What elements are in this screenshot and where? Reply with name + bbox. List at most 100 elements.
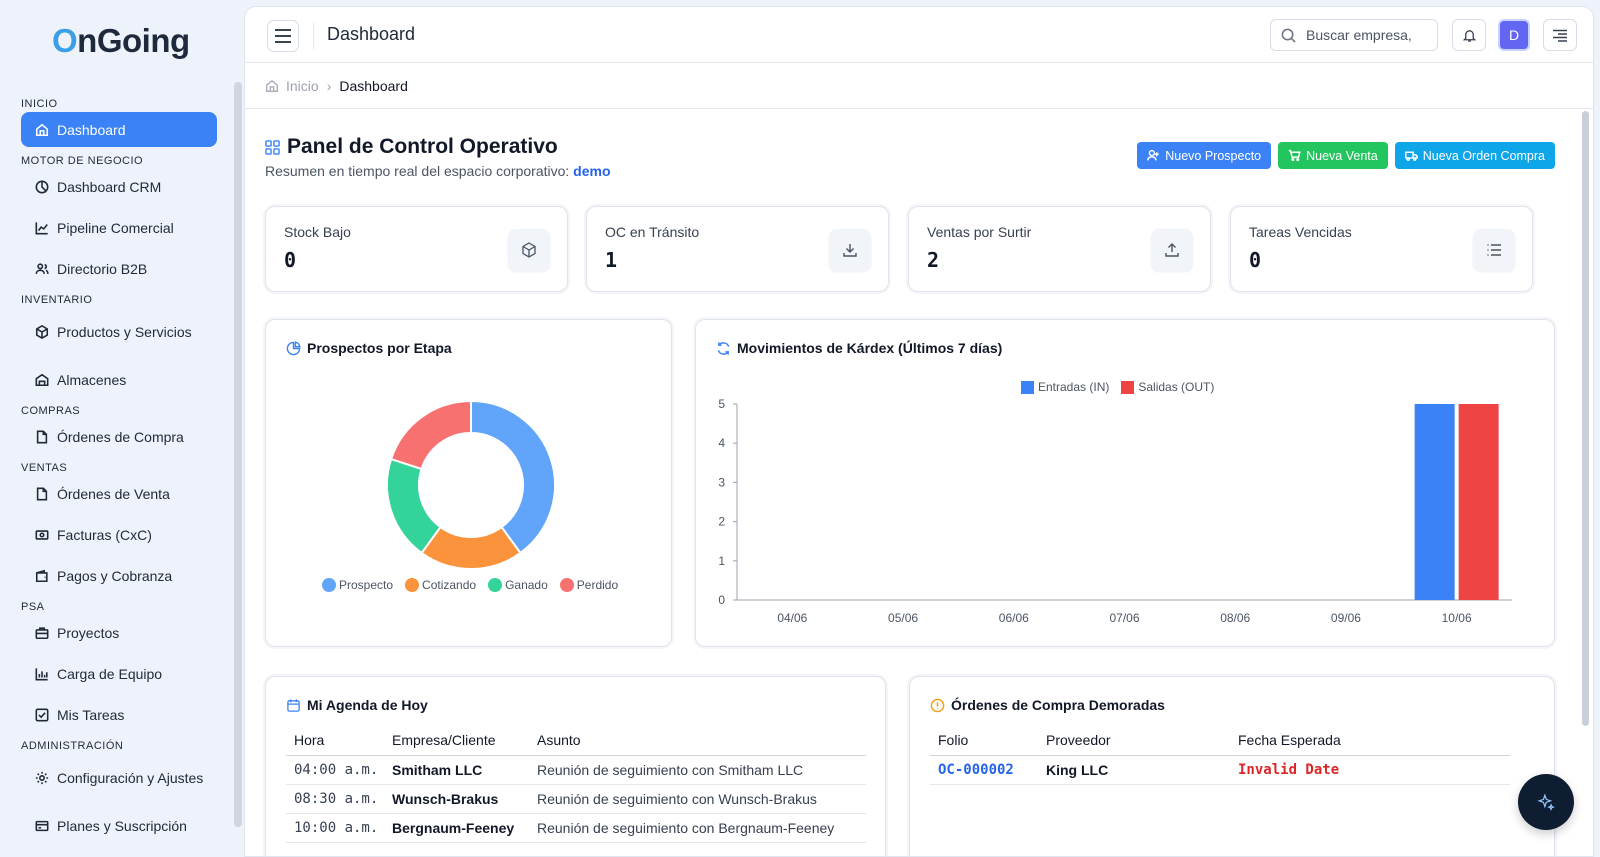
po-folio-link[interactable]: OC-000002 (930, 755, 1038, 785)
sidebar-item-label: Dashboard (57, 121, 126, 138)
sidebar-scrollbar[interactable] (234, 82, 242, 827)
sidebar-item-pipeline-comercial[interactable]: Pipeline Comercial (21, 210, 217, 245)
legend-item-cotizando[interactable]: Cotizando (405, 578, 476, 592)
stat-card-stock-bajo[interactable]: Stock Bajo 0 (265, 206, 568, 292)
x-tick-label: 07/06 (1109, 611, 1139, 625)
sidebar-item-ordenes-de-compra[interactable]: Órdenes de Compra (21, 419, 217, 454)
list-icon (1473, 229, 1515, 271)
sidebar-item-label: Órdenes de Venta (57, 485, 170, 502)
sidebar-item-pagos-y-cobranza[interactable]: Pagos y Cobranza (21, 558, 217, 593)
search-icon (1281, 28, 1296, 43)
legend-item-salidas[interactable]: Salidas (OUT) (1121, 380, 1214, 394)
truck-icon (1404, 151, 1418, 161)
delayed-orders-table: Folio Proveedor Fecha Esperada OC-000002… (930, 725, 1510, 785)
sidebar-item-dashboard[interactable]: Dashboard (21, 112, 217, 147)
new-prospect-button[interactable]: Nuevo Prospecto (1137, 142, 1272, 169)
bar-out-10-06[interactable] (1458, 404, 1499, 600)
sidebar-item-facturas-cxc[interactable]: Facturas (CxC) (21, 517, 217, 552)
agenda-subject: Reunión de seguimiento con Bergnaum-Feen… (529, 813, 866, 843)
home-icon (34, 122, 49, 137)
legend-swatch (559, 578, 574, 592)
sidebar-section-title: PSA (21, 601, 45, 613)
x-tick-label: 08/06 (1220, 611, 1250, 625)
sidebar-section-title: INVENTARIO (21, 294, 93, 306)
topbar-divider (313, 23, 314, 49)
file-icon (34, 429, 49, 444)
legend-label: Cotizando (422, 578, 477, 592)
y-tick-label: 2 (718, 515, 725, 529)
main-scrollbar[interactable] (1582, 111, 1589, 726)
calendar-icon (287, 698, 300, 712)
gear-icon (34, 771, 49, 786)
home-icon (266, 79, 278, 92)
page-title-text: Panel de Control Operativo (287, 135, 558, 158)
refresh-icon (717, 341, 730, 355)
card-icon (34, 818, 49, 833)
sidebar-item-planes-y-suscripcion[interactable]: Planes y Suscripción (21, 808, 217, 843)
new-purchase-order-button[interactable]: Nueva Orden Compra (1394, 142, 1555, 169)
trend-icon (34, 220, 49, 235)
po-supplier: King LLC (1038, 755, 1230, 785)
sidebar-item-almacenes[interactable]: Almacenes (21, 362, 217, 397)
agenda-time: 10:00 a.m. (286, 813, 384, 843)
ai-assistant-button[interactable] (1518, 774, 1574, 830)
agenda-company: Wunsch-Brakus (384, 784, 529, 814)
check-icon (34, 707, 49, 722)
sidebar-item-directorio-b2b[interactable]: Directorio B2B (21, 251, 217, 286)
sidebar-item-carga-de-equipo[interactable]: Carga de Equipo (21, 656, 217, 691)
x-tick-label: 05/06 (888, 611, 918, 625)
legend-swatch (1021, 380, 1034, 394)
prospects-card-title: Prospectos por Etapa (286, 340, 452, 356)
menu-toggle-button[interactable] (267, 20, 299, 52)
wallet-icon (34, 568, 49, 583)
user-plus-icon (1147, 149, 1160, 161)
breadcrumb-home-link[interactable]: Inicio (286, 77, 319, 94)
sidebar-item-proyectos[interactable]: Proyectos (21, 615, 217, 650)
legend-swatch (405, 578, 420, 592)
search-box[interactable] (1270, 19, 1438, 51)
bar-in-10-06[interactable] (1414, 404, 1455, 600)
sidebar-item-productos-y-servicios[interactable]: Productos y Servicios (21, 308, 217, 356)
legend-item-prospecto[interactable]: Prospecto (322, 578, 393, 592)
legend-item-entradas[interactable]: Entradas (IN) (1021, 380, 1109, 394)
donut-slice-ganado[interactable] (386, 457, 442, 555)
stat-card-oc-transito[interactable]: OC en Tránsito 1 (586, 206, 889, 292)
sidebar-item-mis-tareas[interactable]: Mis Tareas (21, 697, 217, 732)
new-sale-button[interactable]: Nueva Venta (1278, 142, 1388, 169)
avatar[interactable]: D (1498, 19, 1530, 51)
table-row[interactable]: 04:00 a.m. Smitham LLC Reunión de seguimie… (286, 755, 866, 785)
search-input[interactable] (1306, 27, 1426, 43)
bell-icon (1462, 29, 1476, 42)
prospects-title-text: Prospectos por Etapa (307, 340, 452, 356)
table-row[interactable]: 08:30 a.m. Wunsch-Brakus Reunión de seguim… (286, 784, 866, 814)
stat-value: 2 (927, 248, 940, 272)
legend-swatch (488, 578, 503, 592)
upload-icon (1151, 229, 1193, 271)
donut-slice-perdido[interactable] (389, 399, 472, 471)
sidebar-item-configuracion-y-ajustes[interactable]: Configuración y Ajustes (21, 754, 217, 802)
legend-item-ganado[interactable]: Ganado (488, 578, 548, 592)
dashboard-content: Panel de Control Operativo Resumen en ti… (245, 111, 1579, 856)
file-icon (34, 486, 49, 501)
action-buttons: Nuevo Prospecto Nueva Venta Nueva Orden … (1137, 142, 1555, 169)
kardex-legend: Entradas (IN) Salidas (OUT) (1021, 380, 1226, 394)
users-icon (34, 261, 49, 276)
table-row[interactable]: 10:00 a.m. Bergnaum-Feeney Reunión de segu… (286, 813, 866, 843)
notifications-button[interactable] (1452, 19, 1486, 51)
sidebar-item-dashboard-crm[interactable]: Dashboard CRM (21, 169, 217, 204)
sidebar-item-ordenes-de-venta[interactable]: Órdenes de Venta (21, 476, 217, 511)
page-subtitle: Resumen en tiempo real del espacio corpo… (265, 163, 611, 179)
page-subtitle-text: Resumen en tiempo real del espacio corpo… (265, 163, 570, 179)
donut-slice-prospecto[interactable] (470, 399, 556, 555)
kardex-card: Movimientos de Kárdex (Últimos 7 días) E… (695, 319, 1555, 647)
agenda-company: Smitham LLC (384, 755, 529, 785)
legend-item-perdido[interactable]: Perdido (559, 578, 618, 592)
table-row[interactable]: OC-000002 King LLC Invalid Date (930, 755, 1510, 785)
stat-card-tareas-vencidas[interactable]: Tareas Vencidas 0 (1230, 206, 1533, 292)
right-panel-button[interactable] (1543, 19, 1577, 51)
legend-label: Entradas (IN) (1038, 380, 1110, 394)
ongoing-logo[interactable]: OnGoing (52, 22, 190, 59)
cart-icon (1288, 149, 1301, 162)
stat-card-ventas-surtir[interactable]: Ventas por Surtir 2 (908, 206, 1211, 292)
agenda-time: 08:30 a.m. (286, 784, 384, 814)
